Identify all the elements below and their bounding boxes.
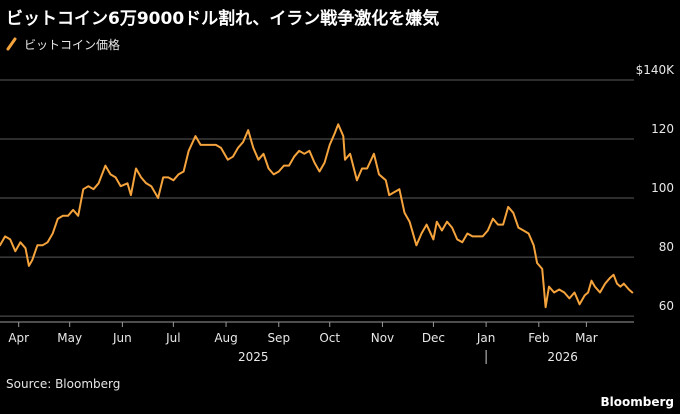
y-tick-label: 100 (651, 181, 674, 195)
x-tick-label: Sep (267, 331, 290, 345)
x-tick-label: Nov (371, 331, 394, 345)
y-tick-label: 60 (659, 299, 674, 313)
y-tick-label: 120 (651, 122, 674, 136)
y-tick-label: 80 (659, 240, 674, 254)
x-tick-label: Feb (528, 331, 549, 345)
x-tick-label: Dec (422, 331, 445, 345)
x-tick-label: Jul (165, 331, 180, 345)
x-tick-label: Mar (575, 331, 598, 345)
x-tick-label: Oct (319, 331, 340, 345)
gridlines (0, 79, 634, 317)
x-tick-label: Apr (8, 331, 29, 345)
chart-title: ビットコイン6万9000ドル割れ、イラン戦争激化を嫌気 (6, 9, 440, 29)
year-label: 2026 (547, 350, 578, 364)
year-label: 2025 (238, 350, 269, 364)
x-tick-label: Jan (476, 331, 496, 345)
bloomberg-logo: Bloomberg (600, 395, 675, 409)
y-axis-ticks: $140K 120 100 80 60 (636, 63, 676, 313)
legend-label: ビットコイン価格 (24, 37, 121, 52)
series-layer (0, 123, 634, 309)
x-tick-label: Aug (214, 331, 237, 345)
source-note: Source: Bloomberg (6, 377, 121, 391)
x-tick-label: May (57, 331, 82, 345)
x-axis-ticks: Apr May Jun Jul Aug Sep Oct Nov Dec Jan Feb Mar 2025… (0, 321, 634, 364)
legend-swatch-icon (6, 37, 17, 51)
series-line-bitcoin-price (0, 123, 634, 309)
legend: ビットコイン価格 (6, 36, 120, 52)
y-tick-label: $140K (636, 63, 676, 77)
x-tick-label: Jun (112, 331, 132, 345)
